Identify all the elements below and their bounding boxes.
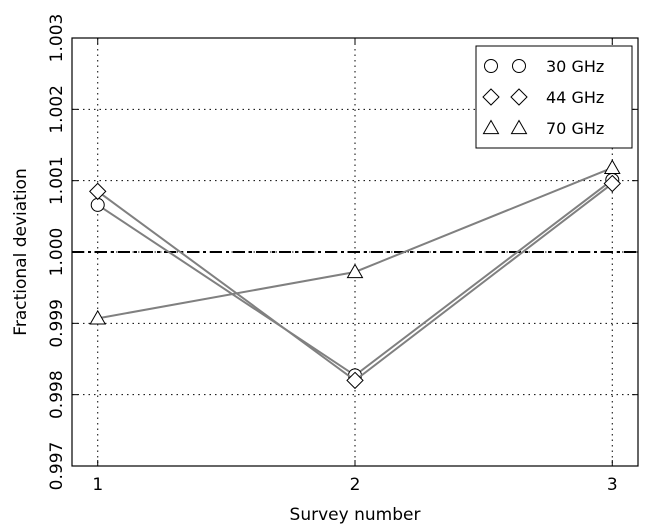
legend-item: 44 GHz bbox=[482, 88, 604, 107]
data-point-diamond bbox=[603, 174, 621, 193]
x-axis-label: Survey number bbox=[290, 505, 421, 525]
legend-item: 30 GHz bbox=[484, 57, 604, 76]
series-diamond bbox=[89, 174, 621, 390]
legend-marker-triangle bbox=[510, 119, 528, 135]
legend-marker-diamond bbox=[510, 88, 528, 106]
y-tick-label: 0.998 bbox=[47, 370, 67, 419]
legend-marker-circle bbox=[484, 59, 498, 73]
y-tick-label: 1.000 bbox=[47, 228, 67, 277]
legend-marker-circle bbox=[512, 59, 526, 73]
x-tick-label: 1 bbox=[92, 475, 103, 495]
y-tick-label: 1.003 bbox=[47, 14, 67, 63]
y-tick-label: 0.999 bbox=[47, 299, 67, 348]
legend-item: 70 GHz bbox=[482, 119, 604, 138]
legend-label: 30 GHz bbox=[546, 57, 604, 76]
data-point-circle bbox=[90, 197, 105, 212]
legend-label: 70 GHz bbox=[546, 119, 604, 138]
legend-marker-diamond bbox=[482, 88, 500, 106]
legend-box bbox=[475, 45, 633, 149]
series-group bbox=[89, 159, 621, 390]
data-point-diamond bbox=[346, 371, 364, 390]
x-tick-label: 3 bbox=[607, 475, 618, 495]
axes-group: 1 2 3 0.997 0.998 0.999 1.000 1.001 1.002 1.003 bbox=[47, 14, 638, 495]
y-tick-label: 1.001 bbox=[47, 156, 67, 205]
y-tick-label: 0.997 bbox=[47, 442, 67, 491]
legend: 30 GHz 44 GHz 70 GHz bbox=[475, 45, 633, 149]
legend-label: 44 GHz bbox=[546, 88, 604, 107]
series-triangle bbox=[89, 159, 621, 325]
y-axis-label: Fractional deviation bbox=[11, 168, 31, 335]
data-point-triangle bbox=[89, 309, 107, 325]
legend-marker-triangle bbox=[482, 119, 500, 135]
data-point-triangle bbox=[603, 159, 621, 174]
series-line bbox=[97, 182, 613, 382]
x-tick-label: 2 bbox=[350, 475, 361, 495]
y-tick-label: 1.002 bbox=[47, 85, 67, 134]
data-point-triangle bbox=[346, 263, 364, 279]
data-point-diamond bbox=[89, 182, 107, 201]
